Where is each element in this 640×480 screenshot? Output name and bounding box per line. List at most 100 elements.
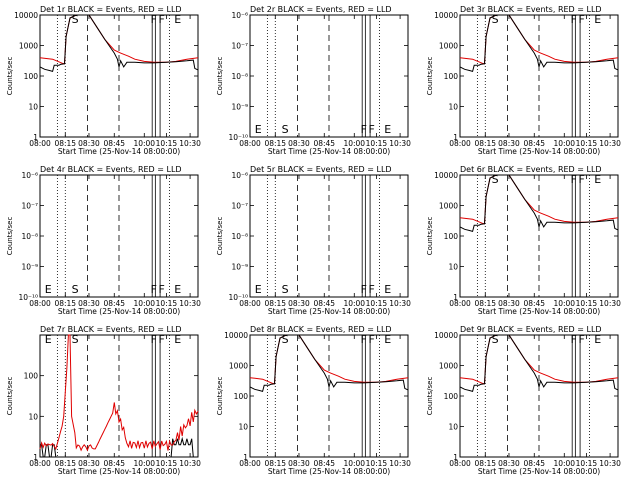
- x-tick-label: 10:30: [389, 459, 411, 468]
- y-tick-label: 10000: [434, 331, 458, 340]
- event-marker-label: E: [45, 333, 52, 346]
- panel-det-4r: Det 4r BLACK = Events, RED = LLD 10⁻¹⁰ 10⁻…: [6, 165, 201, 316]
- x-axis-label: Start Time (25-Nov-14 08:00:00): [58, 147, 180, 156]
- x-tick-label: 10:15: [576, 459, 598, 468]
- event-marker-label: E: [174, 283, 181, 296]
- y-tick-label: 10⁻⁹: [21, 263, 38, 272]
- x-tick-label: 08:45: [523, 299, 545, 308]
- x-tick-label: 10:15: [366, 299, 388, 308]
- y-tick-label: 10⁻¹⁰: [228, 133, 248, 142]
- event-marker-label: F: [361, 283, 367, 296]
- event-marker-label: E: [594, 333, 601, 346]
- y-axis-label: Counts/sec: [6, 57, 14, 96]
- x-tick-label: 10:00: [343, 299, 365, 308]
- x-tick-label: 10:00: [133, 299, 155, 308]
- event-marker-label: F: [151, 333, 157, 346]
- y-tick-label: 10⁻⁸: [231, 72, 248, 81]
- event-marker-label: F: [571, 333, 577, 346]
- x-axis-label: Start Time (25-Nov-14 08:00:00): [268, 467, 390, 476]
- y-tick-label: 100: [444, 72, 459, 81]
- y-tick-label: 10⁻⁷: [231, 202, 248, 211]
- x-tick-label: 08:15: [264, 299, 286, 308]
- x-tick-label: 10:15: [576, 299, 598, 308]
- panel-title: Det 3r BLACK = Events, RED = LLD: [460, 5, 602, 14]
- events-series-line: [459, 14, 619, 73]
- event-marker-label: F: [369, 283, 375, 296]
- panel-title: Det 2r BLACK = Events, RED = LLD: [250, 5, 392, 14]
- event-marker-label: E: [594, 173, 601, 186]
- x-axis-label: Start Time (25-Nov-14 08:00:00): [268, 307, 390, 316]
- y-tick-label: 10000: [14, 11, 38, 20]
- x-tick-label: 10:15: [576, 139, 598, 148]
- panel-det-7r: Det 7r BLACK = Events, RED = LLD 1 10 100 Co…: [6, 325, 201, 476]
- y-tick-label: 10: [28, 412, 38, 421]
- y-tick-label: 10: [28, 103, 38, 112]
- panel-det-6r: Det 6r BLACK = Events, RED = LLD 1 10 100 10…: [426, 165, 621, 316]
- x-tick-label: 08:30: [288, 459, 310, 468]
- lld-series-line: [39, 334, 199, 452]
- x-tick-label: 10:00: [553, 299, 575, 308]
- x-tick-label: 08:15: [264, 459, 286, 468]
- x-tick-label: 08:15: [54, 459, 76, 468]
- x-tick-label: 08:30: [78, 299, 100, 308]
- panel-title: Det 8r BLACK = Events, RED = LLD: [250, 325, 392, 334]
- x-tick-label: 10:00: [553, 459, 575, 468]
- panel-title: Det 5r BLACK = Events, RED = LLD: [250, 165, 392, 174]
- event-marker-label: E: [255, 283, 262, 296]
- y-tick-label: 10: [238, 423, 248, 432]
- x-tick-label: 08:45: [523, 459, 545, 468]
- y-tick-label: 1000: [439, 202, 458, 211]
- y-tick-label: 10⁻⁶: [21, 171, 38, 180]
- x-tick-label: 08:45: [103, 459, 125, 468]
- event-marker-label: E: [384, 283, 391, 296]
- x-tick-label: 08:00: [29, 299, 51, 308]
- x-tick-label: 08:30: [78, 459, 100, 468]
- x-tick-label: 08:30: [498, 459, 520, 468]
- y-tick-label: 10000: [434, 11, 458, 20]
- events-series-line: [459, 174, 619, 233]
- x-tick-label: 08:45: [313, 299, 335, 308]
- panel-title: Det 9r BLACK = Events, RED = LLD: [460, 325, 602, 334]
- x-tick-label: 08:30: [288, 139, 310, 148]
- y-tick-label: 10⁻⁷: [231, 42, 248, 51]
- y-tick-label: 100: [234, 392, 249, 401]
- x-tick-label: 08:15: [474, 299, 496, 308]
- x-tick-label: 10:15: [156, 299, 178, 308]
- x-tick-label: 10:30: [599, 299, 621, 308]
- y-tick-label: 10000: [434, 171, 458, 180]
- y-tick-label: 100: [24, 372, 39, 381]
- y-tick-label: 1000: [439, 362, 458, 371]
- y-tick-label: 1000: [439, 42, 458, 51]
- x-tick-label: 10:30: [389, 299, 411, 308]
- panel-title: Det 6r BLACK = Events, RED = LLD: [460, 165, 602, 174]
- x-axis-label: Start Time (25-Nov-14 08:00:00): [268, 147, 390, 156]
- y-tick-label: 10⁻⁸: [231, 232, 248, 241]
- x-tick-label: 08:45: [313, 139, 335, 148]
- y-axis-label: Counts/sec: [6, 217, 14, 256]
- x-axis-label: Start Time (25-Nov-14 08:00:00): [478, 147, 600, 156]
- event-marker-label: E: [384, 123, 391, 136]
- panel-title: Det 7r BLACK = Events, RED = LLD: [40, 325, 182, 334]
- event-marker-label: S: [282, 123, 289, 136]
- y-tick-label: 100: [24, 72, 39, 81]
- y-axis-label: Counts/sec: [6, 377, 14, 416]
- panel-det-8r: Det 8r BLACK = Events, RED = LLD 1 10 100 10…: [216, 325, 411, 476]
- event-marker-label: F: [579, 13, 585, 26]
- y-tick-label: 1: [453, 453, 458, 462]
- x-tick-label: 08:45: [103, 299, 125, 308]
- x-tick-label: 10:30: [599, 139, 621, 148]
- y-tick-label: 10⁻⁹: [231, 263, 248, 272]
- x-tick-label: 10:00: [133, 459, 155, 468]
- panel-det-9r: Det 9r BLACK = Events, RED = LLD 1 10 100 10…: [426, 325, 621, 476]
- event-marker-label: E: [45, 283, 52, 296]
- x-tick-label: 10:15: [156, 459, 178, 468]
- y-axis-label: Counts/sec: [216, 57, 224, 96]
- event-marker-label: E: [255, 123, 262, 136]
- x-tick-label: 08:30: [498, 299, 520, 308]
- y-tick-label: 1: [33, 133, 38, 142]
- y-tick-label: 10⁻⁶: [231, 11, 248, 20]
- x-axis-label: Start Time (25-Nov-14 08:00:00): [478, 467, 600, 476]
- y-tick-label: 10: [448, 263, 458, 272]
- x-tick-label: 10:30: [599, 459, 621, 468]
